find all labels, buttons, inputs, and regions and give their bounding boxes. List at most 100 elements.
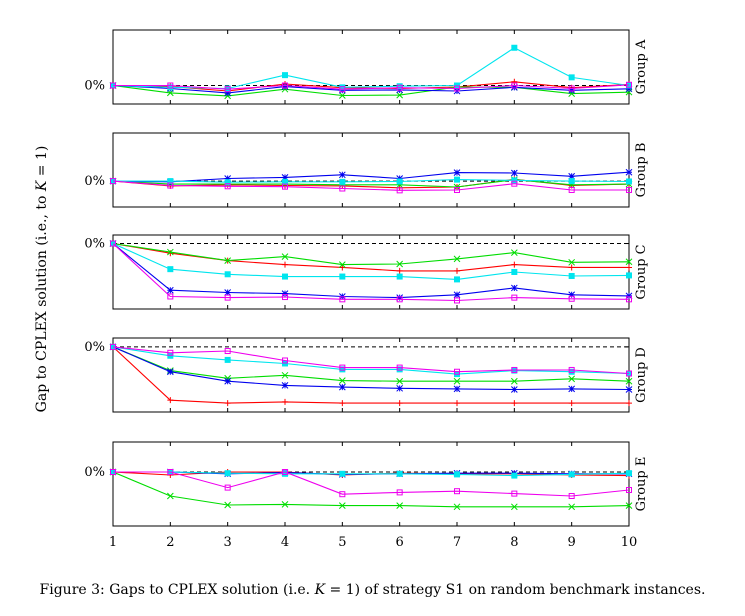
y-tick-label-zero: 0% xyxy=(84,340,105,355)
data-point-star xyxy=(510,284,518,292)
series-line-green xyxy=(112,471,630,508)
series-line-magenta xyxy=(113,84,630,90)
data-point-star xyxy=(166,368,174,376)
series-line-cyan xyxy=(112,47,630,90)
y-axis-label-part: = 1) xyxy=(34,146,50,181)
series-line-magenta xyxy=(112,243,630,302)
data-point-star xyxy=(281,174,289,181)
panel-group-b: 0% Group B xyxy=(84,132,649,208)
series-line-cyan xyxy=(112,242,630,280)
data-point-star xyxy=(281,83,289,90)
data-point-star xyxy=(568,291,576,299)
data-point-plus xyxy=(454,400,460,407)
data-point-square-open xyxy=(167,82,174,89)
data-point-square-open xyxy=(224,484,231,491)
data-point-square-filled xyxy=(339,273,346,280)
data-point-plus xyxy=(511,78,518,85)
data-point-star xyxy=(281,382,289,389)
data-point-star xyxy=(396,294,404,301)
panel-group-d: 0% Group D xyxy=(84,337,649,413)
data-point-square-open xyxy=(626,370,632,377)
data-point-plus xyxy=(626,264,632,271)
data-point-square-open xyxy=(167,349,174,356)
data-point-star xyxy=(568,86,576,94)
data-point-square-open xyxy=(224,183,231,190)
panel-frame xyxy=(112,441,630,527)
series-line-blue xyxy=(112,346,630,391)
data-point-star xyxy=(224,289,232,296)
x-tick-label: 2 xyxy=(166,535,174,550)
series-line-green xyxy=(112,179,630,188)
data-point-plus xyxy=(167,397,174,404)
data-point-square-filled xyxy=(568,178,575,185)
x-tick-label: 5 xyxy=(338,535,346,550)
data-point-square-open xyxy=(568,85,575,92)
panel-group-c: 0% Group C xyxy=(84,234,649,310)
data-point-star xyxy=(453,169,461,176)
data-point-star xyxy=(625,168,633,176)
data-point-star xyxy=(453,291,461,299)
data-point-plus xyxy=(454,267,460,274)
data-point-star xyxy=(396,384,404,392)
data-point-square-open xyxy=(339,86,346,93)
data-point-cross xyxy=(281,371,289,379)
data-point-star xyxy=(338,383,346,391)
data-point-cross xyxy=(338,502,346,509)
data-point-square-open xyxy=(167,293,174,300)
series-blue xyxy=(109,343,633,393)
data-point-square-filled xyxy=(282,178,288,185)
data-point-square-filled xyxy=(167,178,174,185)
data-point-square-filled xyxy=(454,471,460,478)
data-point-square-open xyxy=(511,490,518,497)
data-point-square-filled xyxy=(224,356,231,363)
data-point-square-open xyxy=(626,186,632,193)
x-axis: 1 2 3 4 5 6 7 8 9 10 xyxy=(109,535,637,550)
data-point-plus xyxy=(568,400,575,407)
data-point-square-filled xyxy=(282,273,288,280)
data-point-square-filled xyxy=(454,176,460,183)
data-point-plus xyxy=(396,400,403,407)
panel-group-a: 0% Group A xyxy=(84,29,649,105)
data-point-square-open xyxy=(511,82,518,89)
data-point-square-filled xyxy=(626,272,632,279)
data-point-star xyxy=(224,377,232,385)
x-tick-label: 6 xyxy=(396,535,404,550)
data-point-star xyxy=(166,286,174,294)
data-point-square-filled xyxy=(511,269,518,275)
data-point-square-open xyxy=(626,487,632,493)
series-magenta xyxy=(110,81,632,93)
panel-frame xyxy=(112,132,630,208)
data-point-plus xyxy=(511,400,518,407)
data-point-square-open xyxy=(626,81,632,88)
series-line-red xyxy=(112,346,629,404)
series-line-green xyxy=(112,346,630,382)
data-point-star xyxy=(568,172,576,180)
data-point-square-open xyxy=(568,186,575,193)
data-point-plus xyxy=(339,264,346,271)
data-point-square-filled xyxy=(568,272,575,279)
data-point-cross xyxy=(510,503,518,511)
series-magenta xyxy=(110,240,632,304)
series-line-magenta xyxy=(112,346,630,375)
data-point-square-open xyxy=(282,183,288,190)
data-point-square-open xyxy=(626,296,632,303)
data-point-square-open xyxy=(396,84,403,91)
data-point-square-open xyxy=(454,368,460,375)
data-point-cross xyxy=(281,501,289,508)
series-line-red xyxy=(112,242,629,272)
caption-part: Figure 3: Gaps to CPLEX solution (i.e. xyxy=(39,582,315,598)
data-point-square-filled xyxy=(396,178,403,185)
data-point-cross xyxy=(510,377,518,385)
data-point-square-open xyxy=(396,187,403,194)
data-point-square-open xyxy=(511,180,518,187)
y-axis-label-italic: K xyxy=(34,179,50,192)
data-point-star xyxy=(568,385,576,393)
data-point-plus xyxy=(511,261,518,268)
data-point-star xyxy=(281,290,289,297)
data-point-cross xyxy=(396,91,404,99)
data-point-cross xyxy=(396,502,404,509)
data-point-square-filled xyxy=(339,178,346,185)
series-blue xyxy=(109,168,633,186)
data-point-star xyxy=(625,386,633,393)
panel-frame xyxy=(112,29,630,105)
